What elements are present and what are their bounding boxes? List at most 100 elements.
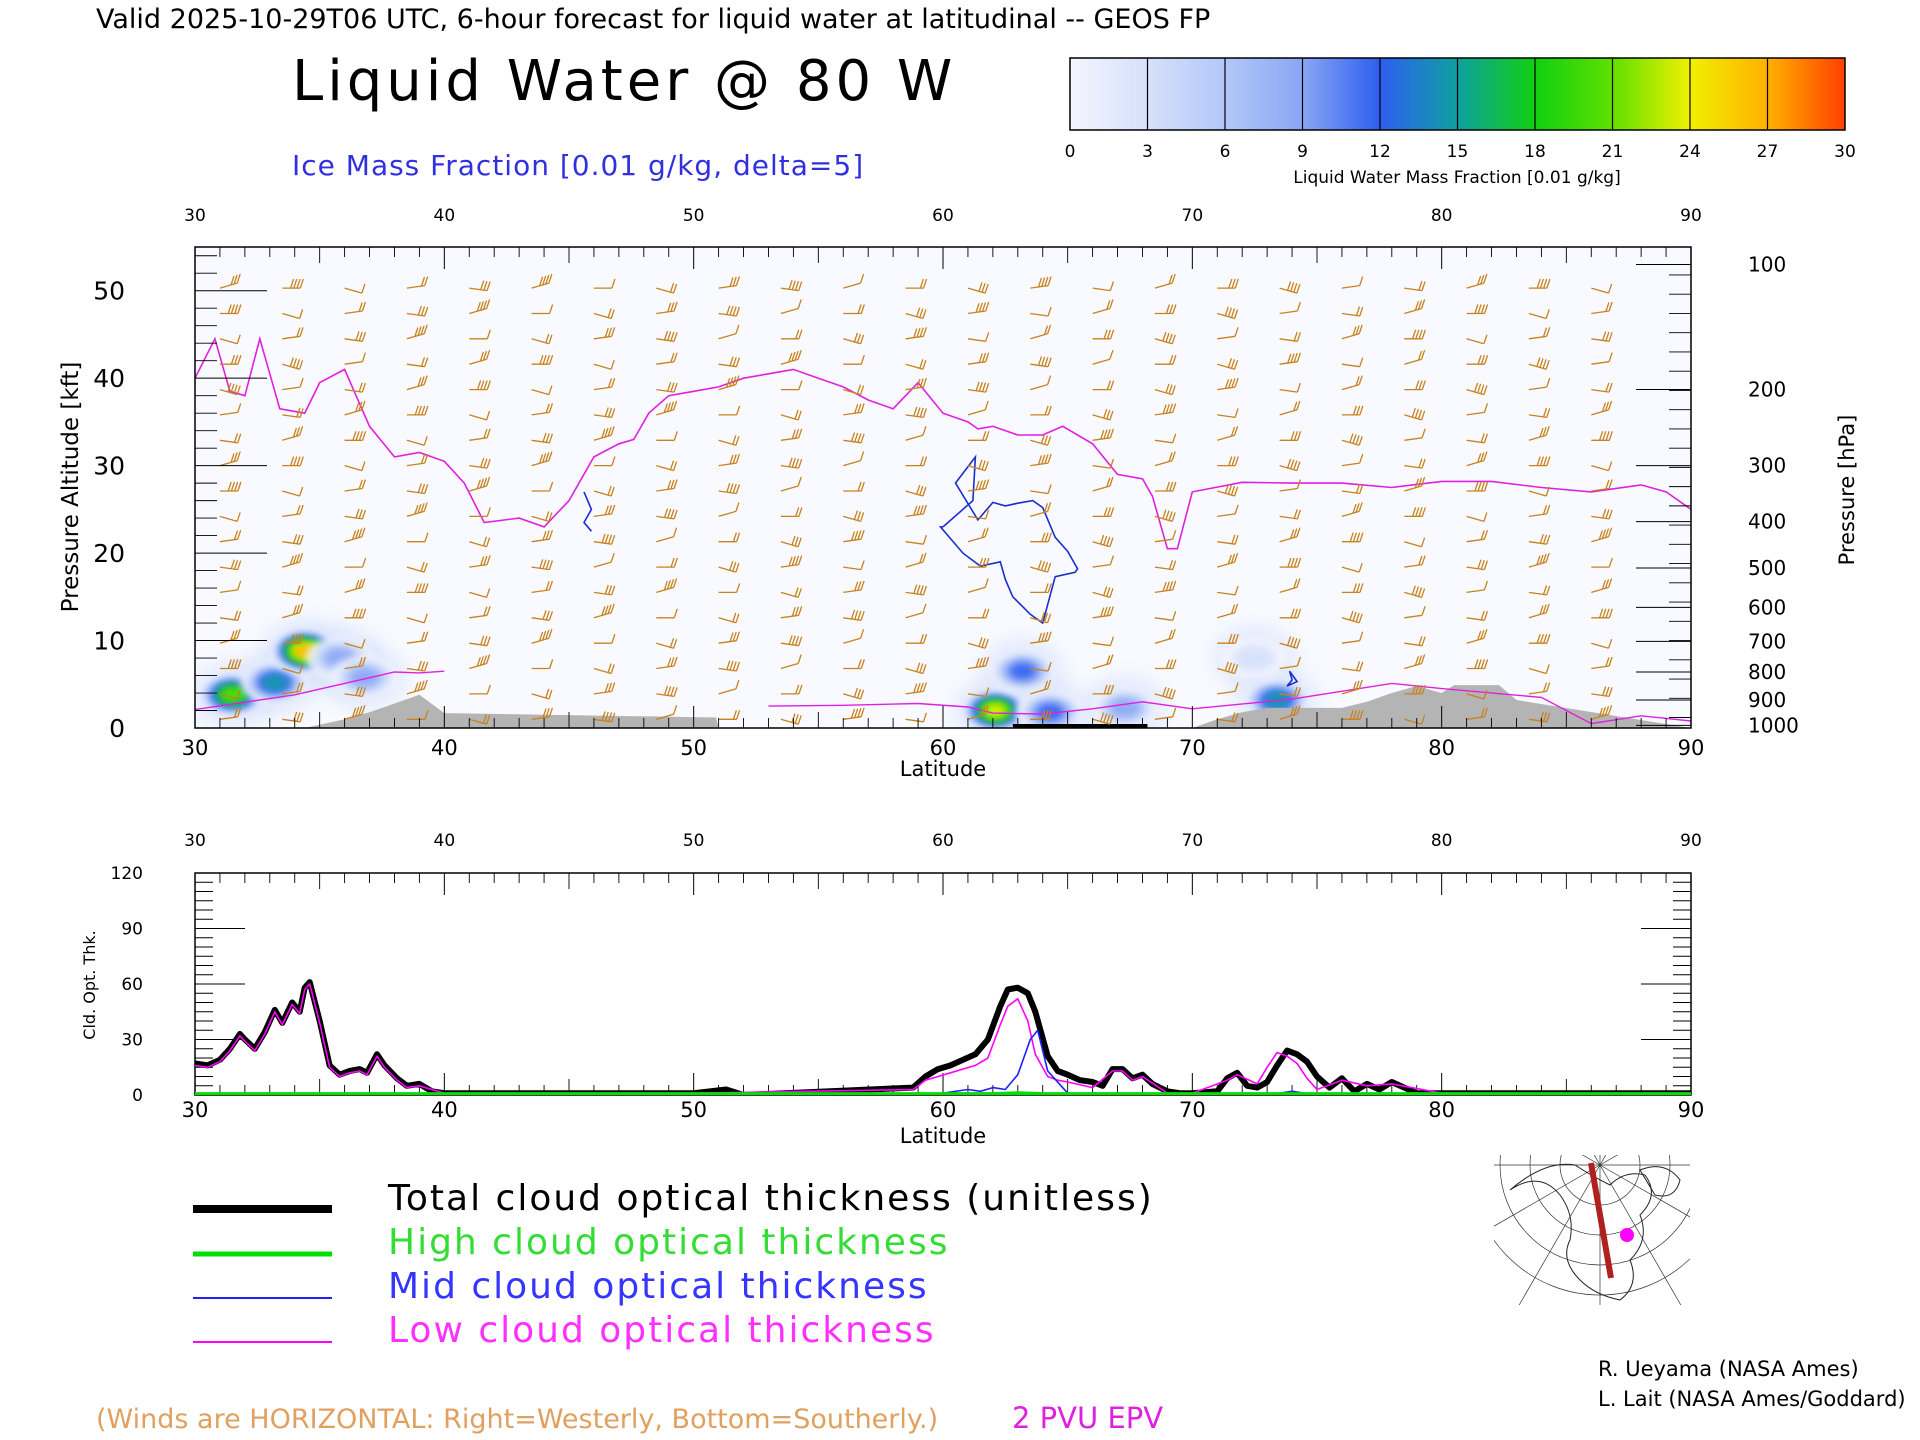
barb-flag bbox=[299, 682, 304, 692]
wind-barb bbox=[905, 682, 928, 695]
wind-barb bbox=[1154, 433, 1177, 444]
barb-flag bbox=[539, 354, 544, 365]
barb-flag bbox=[1293, 401, 1298, 412]
barb-flag bbox=[237, 707, 242, 718]
wind-barb bbox=[780, 299, 802, 315]
wind-barb bbox=[656, 508, 678, 520]
credit-ueyama: R. Ueyama (NASA Ames) bbox=[1598, 1357, 1859, 1381]
barb-flag bbox=[1230, 359, 1236, 369]
wind-barb bbox=[531, 354, 554, 365]
barb-shaft bbox=[1217, 513, 1236, 518]
barb-flag bbox=[1602, 608, 1607, 619]
wind-barb bbox=[1591, 382, 1613, 393]
barb-flag bbox=[672, 705, 678, 715]
barb-shaft bbox=[967, 338, 986, 342]
barb-flag bbox=[1047, 276, 1052, 286]
barb-flag bbox=[1477, 453, 1482, 463]
barb-flag bbox=[975, 658, 980, 668]
barb-flag bbox=[607, 534, 613, 545]
barb-flag bbox=[299, 327, 304, 337]
barb-flag bbox=[1172, 354, 1177, 365]
barb-flag bbox=[1546, 633, 1551, 644]
wind-barb bbox=[344, 352, 367, 365]
barb-shaft bbox=[282, 490, 300, 497]
wind-barb bbox=[593, 682, 616, 695]
barb-flag bbox=[1103, 429, 1108, 439]
barb-flag bbox=[978, 459, 983, 470]
barb-shaft bbox=[718, 510, 737, 518]
barb-flag bbox=[424, 532, 429, 542]
barb-flag bbox=[295, 604, 301, 614]
barb-flag bbox=[1290, 459, 1295, 470]
barb-flag bbox=[1352, 532, 1358, 542]
barb-flag bbox=[922, 426, 927, 436]
barb-flag bbox=[234, 481, 239, 492]
barb-flag bbox=[486, 555, 491, 565]
barb-flag bbox=[857, 707, 862, 718]
barb-shaft bbox=[219, 693, 238, 700]
map-greenland bbox=[1639, 1166, 1681, 1197]
wind-barb bbox=[1279, 509, 1302, 520]
wind-barb bbox=[967, 705, 989, 720]
barb-shaft bbox=[406, 617, 425, 624]
wind-barb bbox=[469, 410, 491, 421]
barb-flag bbox=[850, 609, 856, 620]
barb-flag bbox=[669, 460, 675, 470]
barb-flag bbox=[483, 428, 488, 439]
barb-shaft bbox=[282, 386, 301, 391]
barb-shaft bbox=[1528, 386, 1547, 391]
barb-flag bbox=[1047, 405, 1052, 416]
barb-flag bbox=[922, 534, 928, 545]
barb-flag bbox=[732, 661, 737, 671]
wind-barb bbox=[1341, 661, 1364, 672]
barb-flag bbox=[670, 352, 675, 363]
wind-barb bbox=[1030, 324, 1052, 340]
wind-barb bbox=[1341, 562, 1363, 573]
barb-flag bbox=[672, 461, 678, 471]
wind-barb bbox=[531, 385, 553, 396]
barb-flag bbox=[1228, 278, 1233, 289]
barb-flag bbox=[922, 712, 928, 723]
barb-flag bbox=[1228, 456, 1233, 466]
barb-flag bbox=[1542, 407, 1548, 418]
barb-flag bbox=[797, 715, 802, 725]
barb-flag bbox=[919, 663, 924, 673]
barb-flag bbox=[667, 302, 672, 313]
wind-barb bbox=[1217, 306, 1239, 320]
barb-flag bbox=[1539, 554, 1544, 565]
barb-flag bbox=[732, 454, 737, 464]
wind-barb bbox=[1528, 456, 1551, 467]
colorbar-label: Liquid Water Mass Fraction [0.01 g/kg] bbox=[1293, 168, 1620, 188]
barb-shaft bbox=[1217, 414, 1236, 419]
barb-flag bbox=[732, 561, 737, 572]
barb-flag bbox=[673, 332, 678, 342]
wind-barb bbox=[1279, 382, 1302, 393]
barb-flag bbox=[985, 557, 990, 568]
barb-flag bbox=[1608, 509, 1613, 520]
wind-barb bbox=[1217, 633, 1239, 644]
barb-flag bbox=[735, 661, 741, 672]
wind-barb bbox=[406, 631, 429, 644]
wind-barb bbox=[406, 532, 429, 543]
barb-flag bbox=[237, 560, 242, 570]
barb-flag bbox=[423, 324, 428, 335]
wind-barb bbox=[1154, 686, 1176, 700]
wind-barb bbox=[469, 329, 491, 340]
barb-flag bbox=[1231, 278, 1236, 289]
barb-flag bbox=[791, 429, 796, 439]
wind-barb bbox=[1528, 278, 1551, 289]
barb-flag bbox=[1100, 607, 1105, 617]
barb-flag bbox=[1168, 559, 1174, 570]
wind-barb bbox=[1279, 458, 1301, 472]
barb-flag bbox=[1296, 332, 1302, 342]
wind-barb bbox=[531, 529, 554, 543]
barb-flag bbox=[233, 610, 239, 621]
barb-flag bbox=[1605, 382, 1610, 392]
wind-barb bbox=[780, 535, 802, 548]
wind-barb bbox=[1341, 710, 1364, 720]
barb-flag bbox=[1605, 431, 1610, 441]
barb-flag bbox=[542, 559, 547, 569]
barb-flag bbox=[548, 707, 554, 718]
wind-barb bbox=[344, 461, 366, 472]
wind-barb bbox=[967, 282, 989, 294]
